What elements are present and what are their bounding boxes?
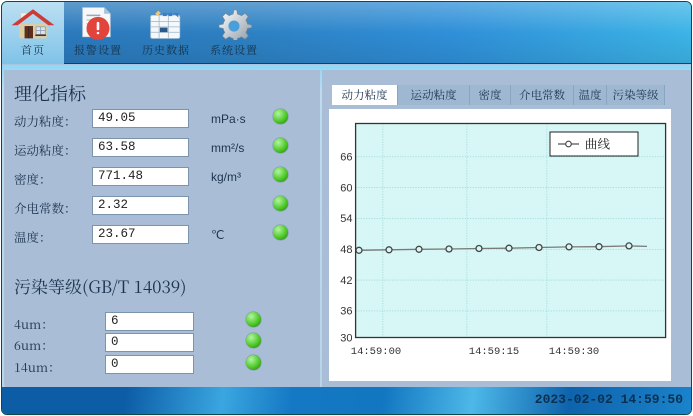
svg-text:42: 42: [340, 275, 352, 287]
svg-text:54: 54: [340, 213, 352, 225]
svg-text:14:59:15: 14:59:15: [469, 346, 519, 358]
svg-text:14:59:30: 14:59:30: [549, 346, 599, 358]
svg-text:66: 66: [340, 152, 352, 164]
svg-text:48: 48: [340, 244, 352, 256]
svg-text:36: 36: [340, 306, 352, 318]
svg-text:60: 60: [340, 182, 352, 194]
svg-text:曲线: 曲线: [585, 135, 611, 153]
svg-text:30: 30: [340, 333, 352, 345]
svg-text:14:59:00: 14:59:00: [351, 346, 401, 358]
